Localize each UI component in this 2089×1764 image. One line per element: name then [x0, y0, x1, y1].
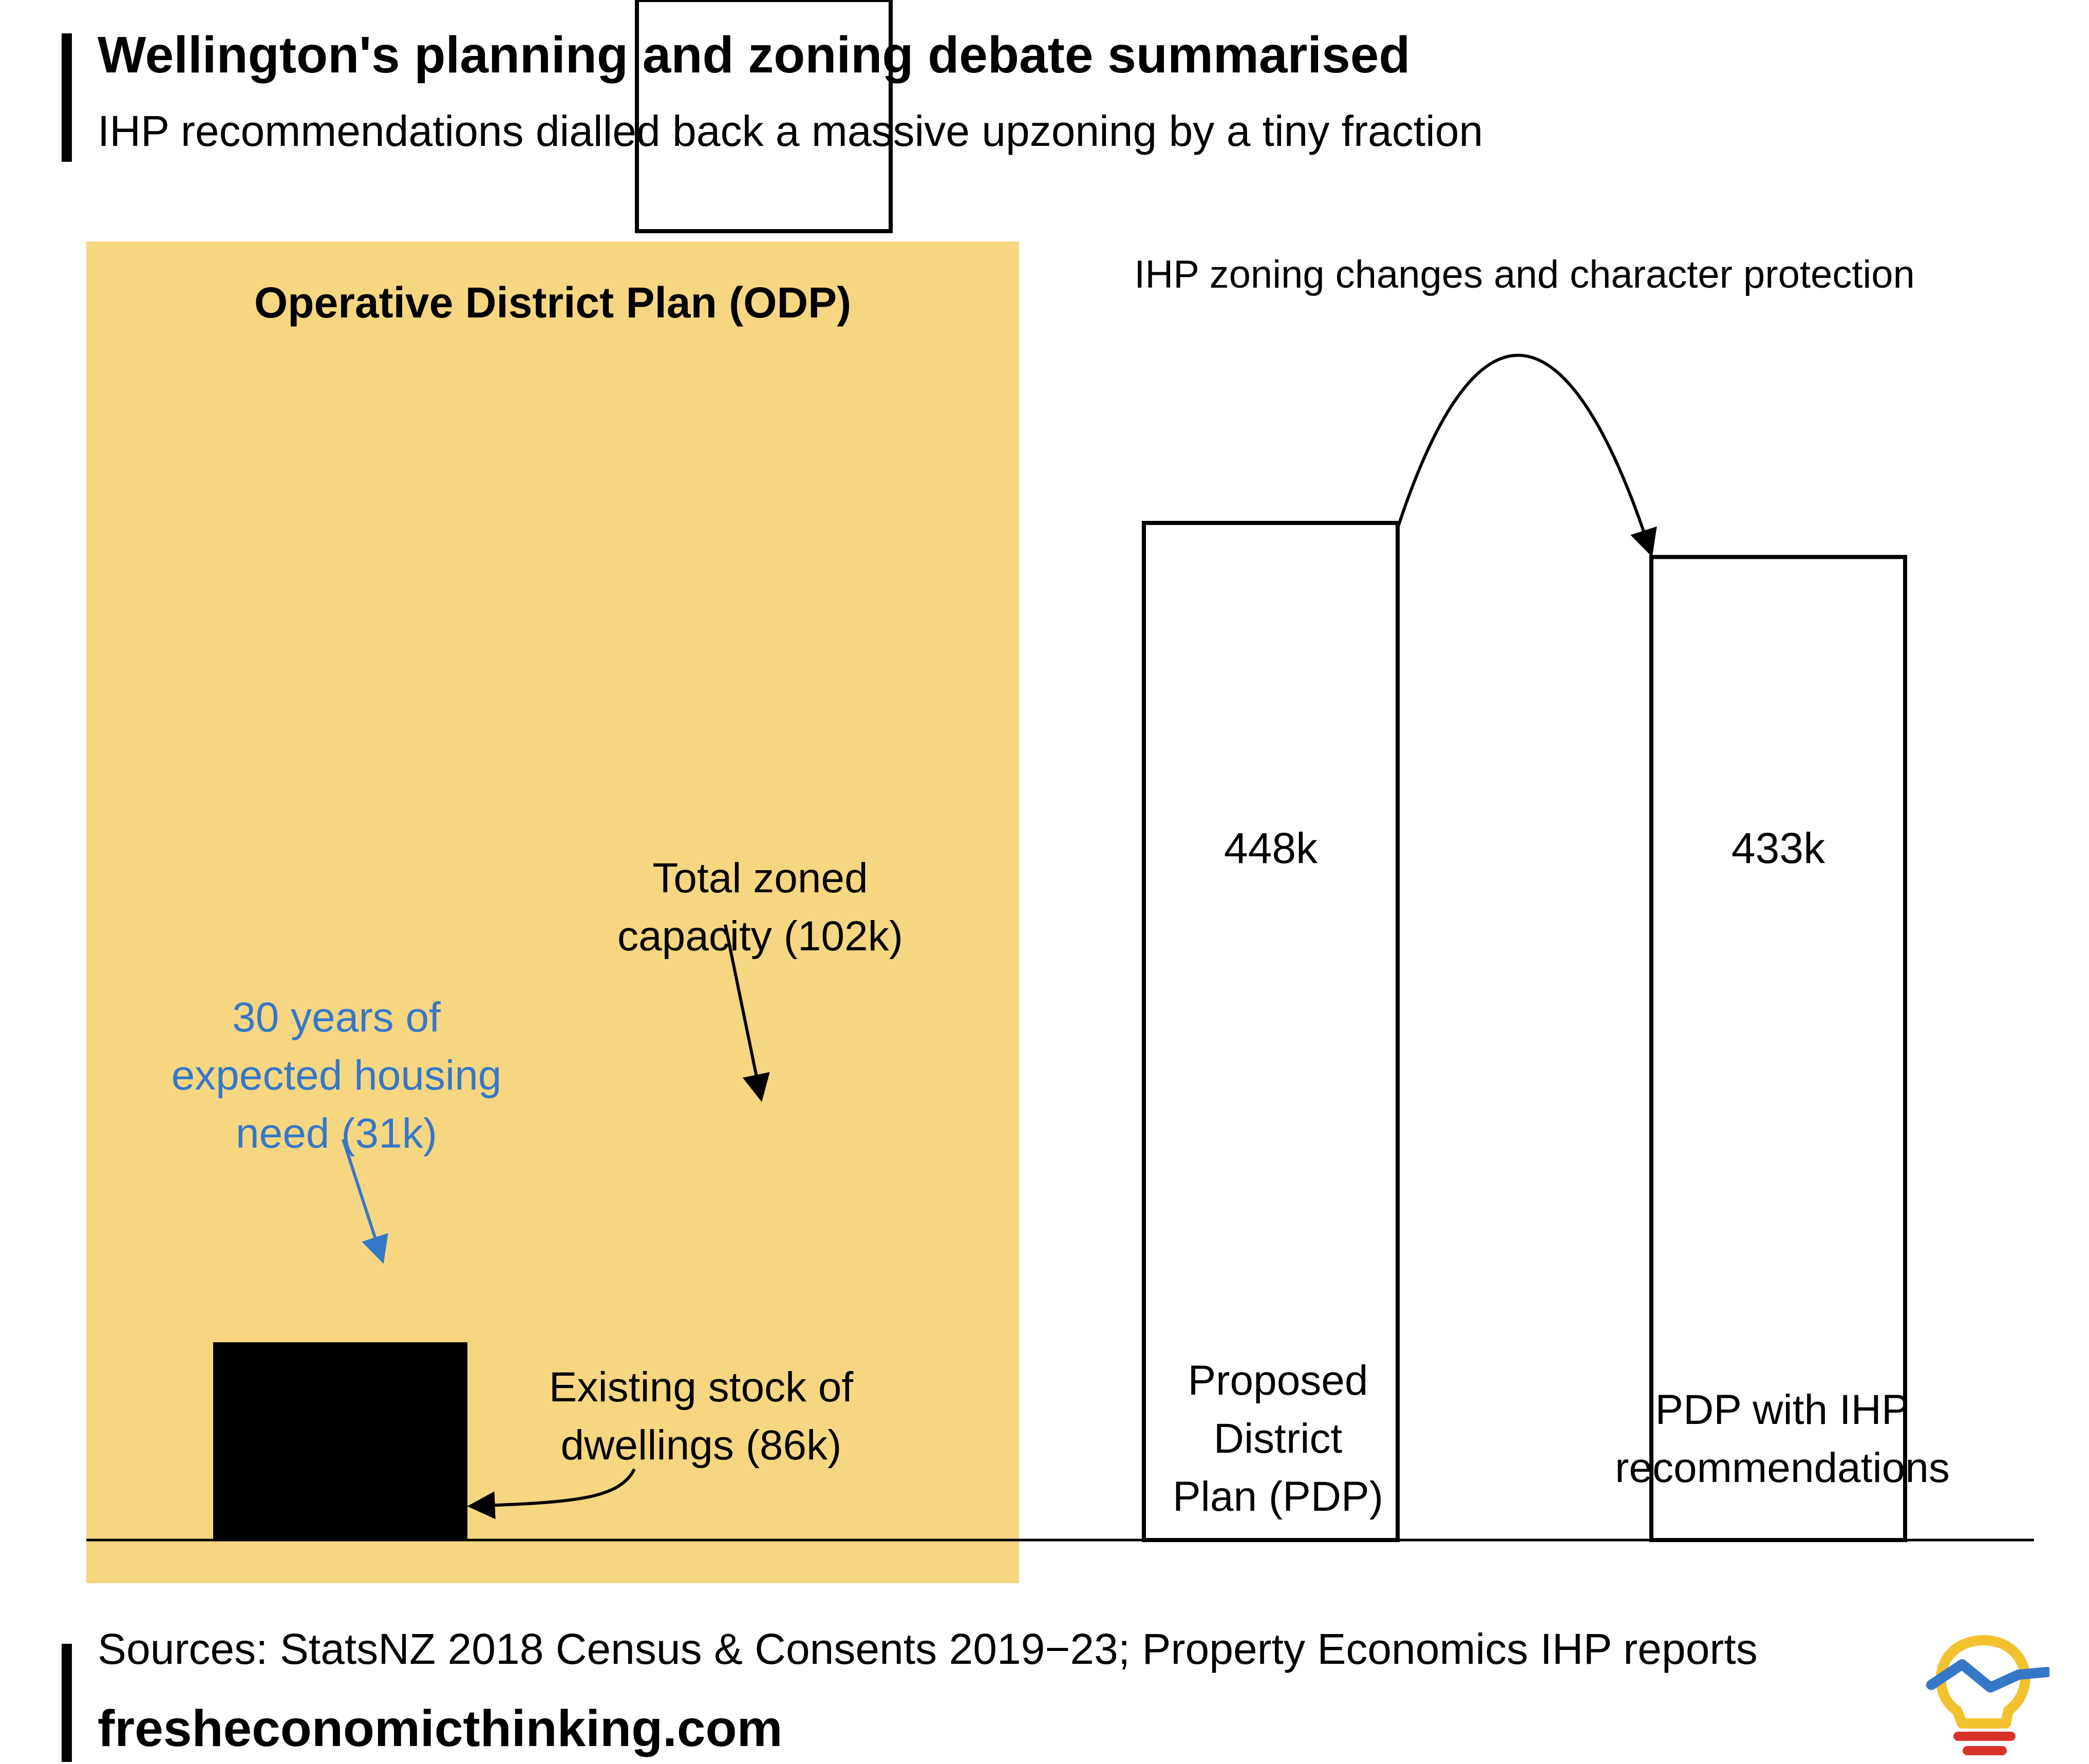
chart-subtitle: IHP recommendations dialled back a massi… [98, 107, 1483, 155]
plan-category-label: PDP with IHP recommendations [1615, 1386, 1950, 1491]
zoned-capacity-box [635, 0, 893, 233]
existing-stock-arrow [467, 1468, 636, 1519]
plan-bar [1649, 555, 1907, 1542]
housing-need-label: 30 years of expected housing need (31k) [172, 994, 502, 1157]
transition-label: IHP zoning changes and character protect… [1134, 253, 1915, 296]
site-url: fresheconomicthinking.com [98, 1700, 783, 1757]
plan-category-label: Proposed District Plan (PDP) [1173, 1357, 1383, 1520]
transition-arrow [1396, 353, 1657, 557]
chart-title: Wellington's planning and zoning debate … [98, 26, 1410, 84]
existing-stock-bar [213, 1342, 467, 1540]
existing-stock-label: Existing stock of dwellings (86k) [549, 1364, 854, 1469]
odp-panel-label: Operative District Plan (ODP) [254, 278, 851, 327]
header-accent-bar [62, 33, 72, 162]
plan-value-label: 433k [1732, 824, 1825, 872]
plan-value-label: 448k [1224, 824, 1318, 872]
zoned-capacity-arrow [724, 924, 770, 1102]
housing-need-arrow [342, 1139, 388, 1264]
source-note: Sources: StatsNZ 2018 Census & Consents … [98, 1625, 1758, 1673]
footer-accent-bar [62, 1644, 72, 1762]
lightbulb-chart-logo-icon [1926, 1635, 2049, 1755]
zoned-capacity-label: Total zoned capacity (102k) [617, 855, 903, 960]
